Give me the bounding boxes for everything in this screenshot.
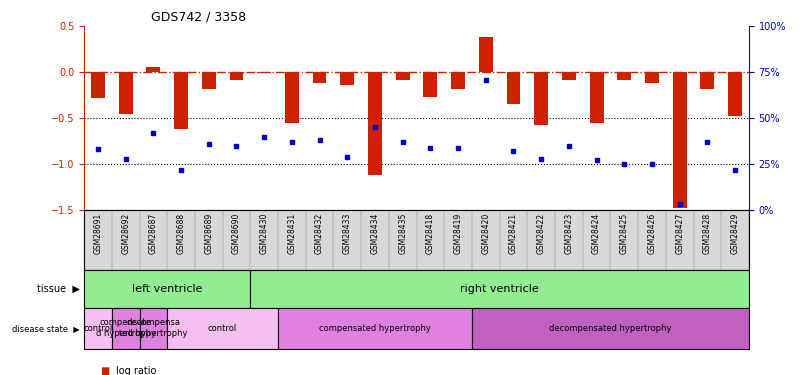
- Text: left ventricle: left ventricle: [132, 284, 203, 294]
- Bar: [91, 72, 105, 98]
- Text: GSM28429: GSM28429: [731, 213, 739, 254]
- Text: GSM28434: GSM28434: [371, 213, 380, 254]
- Text: GSM28687: GSM28687: [149, 213, 158, 254]
- Bar: [285, 72, 299, 123]
- Text: GSM28426: GSM28426: [647, 213, 657, 254]
- Bar: [202, 72, 215, 89]
- Bar: [472, 308, 749, 349]
- Text: right ventricle: right ventricle: [461, 284, 539, 294]
- Text: GSM28689: GSM28689: [204, 213, 213, 254]
- Text: GSM28692: GSM28692: [121, 213, 130, 254]
- Bar: [673, 72, 686, 208]
- Text: decompensated hypertrophy: decompensated hypertrophy: [549, 324, 672, 333]
- Text: GSM28418: GSM28418: [426, 213, 435, 254]
- Text: GSM28691: GSM28691: [94, 213, 103, 254]
- Text: GSM28690: GSM28690: [232, 213, 241, 254]
- Text: GSM28423: GSM28423: [565, 213, 574, 254]
- Text: GSM28435: GSM28435: [398, 213, 407, 254]
- Text: GSM28419: GSM28419: [453, 213, 462, 254]
- Text: GSM28422: GSM28422: [537, 213, 545, 254]
- Bar: [174, 72, 188, 129]
- Text: tissue  ▶: tissue ▶: [37, 284, 80, 294]
- Text: GSM28421: GSM28421: [509, 213, 518, 254]
- Bar: [506, 72, 521, 104]
- Bar: [230, 72, 244, 80]
- Bar: [590, 72, 603, 123]
- Bar: [257, 72, 271, 73]
- Bar: [84, 308, 112, 349]
- Bar: [534, 72, 548, 126]
- Bar: [278, 308, 472, 349]
- Text: GSM28427: GSM28427: [675, 213, 684, 254]
- Text: GDS742 / 3358: GDS742 / 3358: [151, 11, 246, 24]
- Bar: [250, 270, 749, 308]
- Text: control: control: [83, 324, 113, 333]
- Text: GSM28428: GSM28428: [703, 213, 712, 254]
- Text: GSM28431: GSM28431: [288, 213, 296, 254]
- Bar: [618, 72, 631, 80]
- Bar: [645, 72, 659, 83]
- Bar: [451, 72, 465, 89]
- Bar: [119, 72, 133, 114]
- Bar: [368, 72, 382, 175]
- Bar: [167, 308, 278, 349]
- Bar: [139, 308, 167, 349]
- Text: GSM28424: GSM28424: [592, 213, 601, 254]
- Text: disease state  ▶: disease state ▶: [12, 324, 80, 333]
- Text: ■: ■: [100, 366, 110, 375]
- Text: GSM28688: GSM28688: [176, 213, 186, 254]
- Text: GSM28432: GSM28432: [315, 213, 324, 254]
- Text: control: control: [208, 324, 237, 333]
- Bar: [424, 72, 437, 97]
- Text: GSM28430: GSM28430: [260, 213, 268, 254]
- Text: compensate
d hypertrophy: compensate d hypertrophy: [95, 318, 155, 338]
- Text: compensated hypertrophy: compensated hypertrophy: [319, 324, 431, 333]
- Bar: [84, 270, 250, 308]
- Text: GSM28420: GSM28420: [481, 213, 490, 254]
- Bar: [728, 72, 742, 116]
- Text: GSM28425: GSM28425: [620, 213, 629, 254]
- Bar: [479, 37, 493, 72]
- Bar: [340, 72, 354, 85]
- Bar: [396, 72, 409, 80]
- Text: log ratio: log ratio: [116, 366, 156, 375]
- Bar: [312, 72, 327, 83]
- Bar: [147, 67, 160, 72]
- Bar: [112, 308, 139, 349]
- Text: GSM28433: GSM28433: [343, 213, 352, 254]
- Bar: [562, 72, 576, 80]
- Text: decompensa
ted hypertrophy: decompensa ted hypertrophy: [119, 318, 187, 338]
- Bar: [700, 72, 714, 89]
